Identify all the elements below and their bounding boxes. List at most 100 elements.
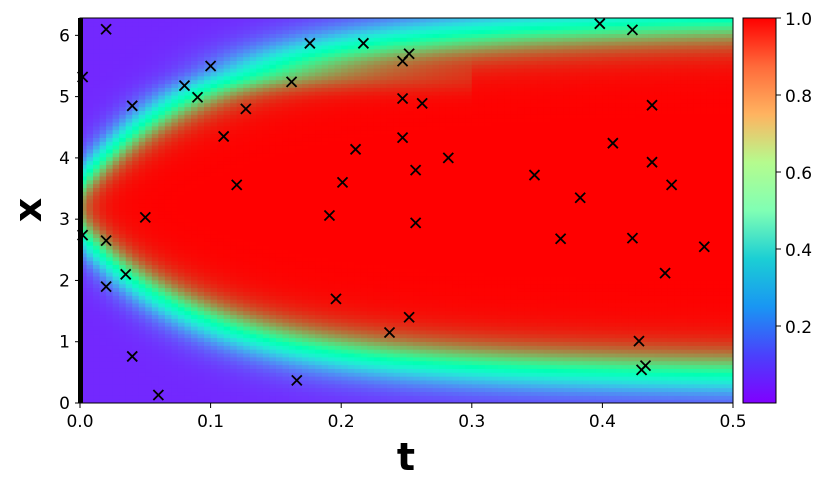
heatmap-cell [204,175,212,181]
heatmap-cell [386,202,395,208]
heatmap-cell [269,299,277,304]
heatmap-cell [315,214,323,219]
heatmap-cell [288,341,297,346]
heatmap-cell [321,264,329,269]
heatmap-cell [249,206,257,212]
heatmap-cell [262,368,270,373]
heatmap-cell [86,141,94,146]
heatmap-cell [308,106,316,111]
heatmap-cell [197,95,205,100]
heatmap-cell [93,356,101,362]
heatmap-cell [315,333,323,339]
heatmap-cell [86,210,94,215]
heatmap-cell [86,279,94,285]
heatmap-cell [112,283,120,289]
heatmap-cell [347,195,355,200]
heatmap-cell [112,337,120,342]
heatmap-cell [210,195,218,200]
heatmap-cell [112,37,120,42]
heatmap-cell [204,379,212,385]
heatmap-cell [269,306,277,312]
heatmap-cell [145,337,153,342]
heatmap-cell [295,95,303,100]
heatmap-cell [80,245,88,250]
heatmap-cell [393,272,401,277]
heatmap-cell [360,44,368,50]
heatmap-cell [302,314,310,319]
heatmap-cell [386,44,395,50]
heatmap-cell [86,183,94,188]
heatmap-cell [119,60,127,65]
heatmap-cell [125,210,133,215]
heatmap-cell [243,129,251,135]
heatmap-cell [80,87,88,92]
heatmap-cell [380,175,388,181]
heatmap-cell [275,237,284,242]
heatmap-cell [262,249,270,254]
heatmap-cell [177,114,186,119]
heatmap-cell [341,287,349,292]
heatmap-cell [315,376,323,381]
heatmap-cell [243,245,251,250]
heatmap-cell [282,275,290,281]
heatmap-cell [210,21,218,27]
heatmap-cell [164,256,173,262]
heatmap-cell [177,168,186,173]
heatmap-cell [347,256,355,262]
heatmap-cell [106,326,114,331]
heatmap-cell [262,148,270,154]
heatmap-cell [106,237,114,242]
heatmap-cell [288,356,297,362]
heatmap-cell [249,98,257,104]
heatmap-cell [125,56,133,61]
heatmap-cell [151,44,159,50]
heatmap-cell [367,241,375,246]
heatmap-cell [249,275,257,281]
heatmap-cell [275,314,284,319]
heatmap-cell [191,237,199,242]
heatmap-cell [158,318,166,323]
heatmap-cell [302,79,310,85]
heatmap-cell [197,148,205,154]
heatmap-cell [334,356,342,362]
heatmap-cell [360,229,368,235]
heatmap-cell [295,79,303,85]
heatmap-cell [86,148,94,154]
heatmap-cell [354,264,362,269]
heatmap-cell [191,391,199,396]
heatmap-cell [249,256,257,262]
heatmap-cell [256,214,264,219]
heatmap-cell [93,302,101,308]
heatmap-cell [321,114,329,119]
heatmap-cell [308,79,316,85]
heatmap-cell [106,356,114,362]
heatmap-cell [230,172,238,177]
heatmap-cell [145,364,153,369]
heatmap-cell [269,206,277,212]
heatmap-cell [275,218,284,223]
heatmap-cell [138,279,146,285]
heatmap-cell [256,329,264,335]
heatmap-cell [302,137,310,142]
heatmap-cell [197,160,205,165]
heatmap-cell [256,345,264,350]
heatmap-cell [93,156,101,162]
heatmap-cell [399,98,408,104]
heatmap-cell [223,183,231,188]
heatmap-cell [230,256,238,262]
heatmap-cell [328,326,336,331]
heatmap-cell [288,241,297,246]
heatmap-cell [275,87,284,92]
heatmap-cell [217,125,225,131]
heatmap-cell [334,114,342,119]
heatmap-cell [308,160,316,165]
heatmap-cell [288,291,297,296]
heatmap-cell [347,114,355,119]
heatmap-cell [315,264,323,269]
heatmap-cell [164,168,173,173]
heatmap-cell [295,225,303,231]
heatmap-cell [125,229,133,235]
heatmap-cell [393,245,401,250]
heatmap-cell [262,372,270,377]
heatmap-cell [191,252,199,258]
